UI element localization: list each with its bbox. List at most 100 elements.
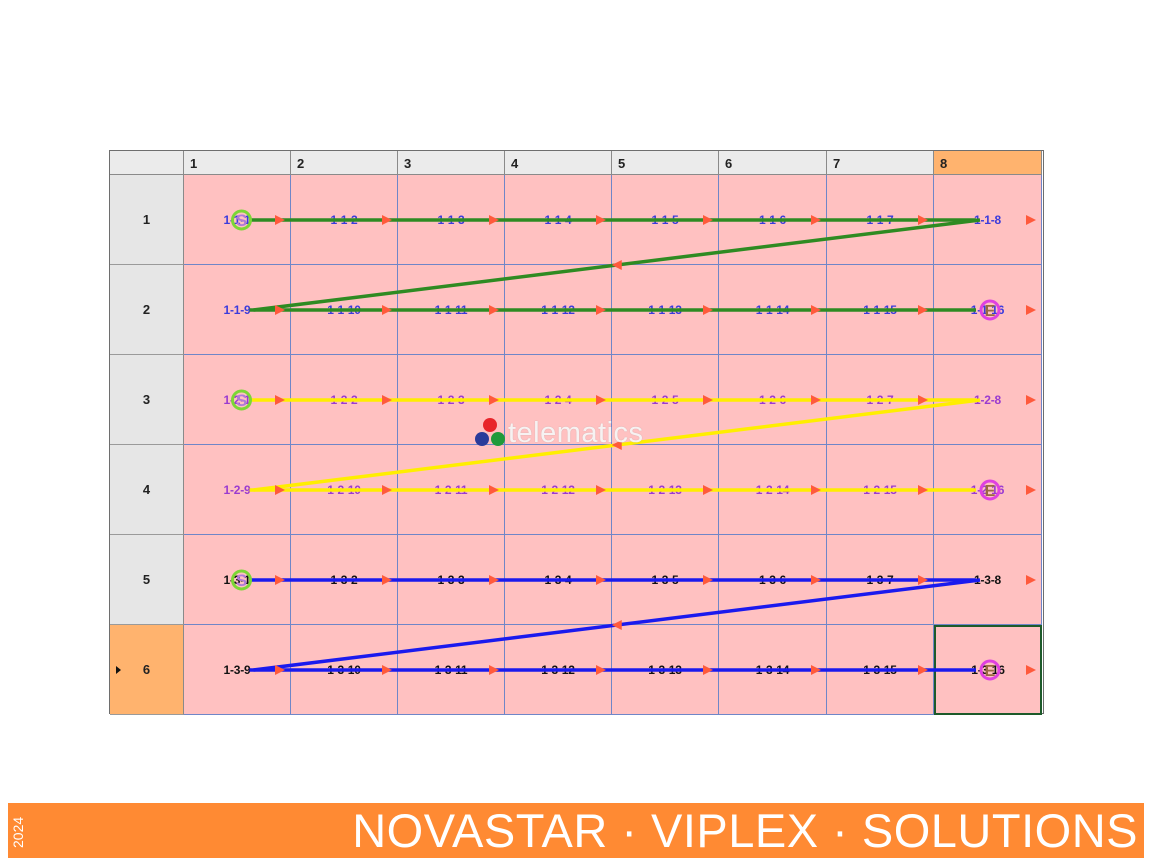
- grid-cell[interactable]: 1-3-8: [934, 535, 1042, 625]
- grid-cell[interactable]: 1-2-10: [291, 445, 398, 535]
- grid-cell[interactable]: 1-1-9: [184, 265, 291, 355]
- receiving-card-label: 1-2-13: [648, 482, 682, 497]
- receiving-card-label: 1-1-12: [541, 302, 575, 317]
- grid-cell[interactable]: 1-2-8: [934, 355, 1042, 445]
- receiving-card-label: 1-2-16: [970, 482, 1005, 497]
- grid-cell[interactable]: 1-2-3: [398, 355, 505, 445]
- footer-banner: 2024 NOVASTAR · VIPLEX · SOLUTIONS: [8, 803, 1144, 858]
- column-header-7[interactable]: 7: [827, 151, 934, 175]
- grid-cell[interactable]: 1-1-5: [612, 175, 719, 265]
- row-header-6[interactable]: 6: [110, 625, 184, 715]
- column-header-2[interactable]: 2: [291, 151, 398, 175]
- grid-cell[interactable]: 1-2-2: [291, 355, 398, 445]
- row-header-5[interactable]: 5: [110, 535, 184, 625]
- receiving-card-label: 1-1-14: [755, 302, 790, 317]
- receiving-card-label: 1-1-2: [330, 212, 358, 227]
- grid-cell[interactable]: 1-3-7: [827, 535, 934, 625]
- receiving-card-label: 1-3-1: [223, 572, 251, 587]
- grid-cell[interactable]: 1-3-9: [184, 625, 291, 715]
- grid-cell[interactable]: 1-1-11: [398, 265, 505, 355]
- grid-cell[interactable]: 1-1-8: [934, 175, 1042, 265]
- receiving-card-label: 1-1-8: [973, 212, 1001, 227]
- grid-cell[interactable]: 1-2-13: [612, 445, 719, 535]
- grid-cell[interactable]: 1-3-3: [398, 535, 505, 625]
- receiving-card-label: 1-1-6: [758, 212, 786, 227]
- grid-cell[interactable]: 1-3-5: [612, 535, 719, 625]
- column-header-5[interactable]: 5: [612, 151, 719, 175]
- receiving-card-label: 1-1-4: [544, 212, 572, 227]
- grid-cell[interactable]: 1-3-16: [934, 625, 1042, 715]
- column-header-3[interactable]: 3: [398, 151, 505, 175]
- grid-cell[interactable]: 1-3-15: [827, 625, 934, 715]
- grid-cell[interactable]: 1-2-5: [612, 355, 719, 445]
- receiving-card-label: 1-3-6: [758, 572, 786, 587]
- receiving-card-label: 1-3-14: [755, 662, 790, 677]
- receiving-card-label: 1-1-15: [863, 302, 897, 317]
- grid-cell[interactable]: 1-2-1: [184, 355, 291, 445]
- receiving-card-label: 1-1-3: [437, 212, 465, 227]
- grid-cell[interactable]: 1-3-12: [505, 625, 612, 715]
- grid-cell[interactable]: 1-1-12: [505, 265, 612, 355]
- receiving-card-label: 1-3-4: [544, 572, 572, 587]
- grid-cell[interactable]: 1-2-16: [934, 445, 1042, 535]
- receiving-card-label: 1-2-6: [758, 392, 786, 407]
- grid-cell[interactable]: 1-2-14: [719, 445, 827, 535]
- receiving-card-label: 1-2-15: [863, 482, 897, 497]
- row-header-label: 2: [142, 302, 151, 317]
- receiving-card-label: 1-1-7: [866, 212, 894, 227]
- receiving-card-label: 1-3-2: [330, 572, 358, 587]
- grid-cell[interactable]: 1-3-14: [719, 625, 827, 715]
- grid-cell[interactable]: 1-2-15: [827, 445, 934, 535]
- grid-cell[interactable]: 1-3-1: [184, 535, 291, 625]
- grid-cell[interactable]: 1-1-7: [827, 175, 934, 265]
- grid-cell[interactable]: 1-1-2: [291, 175, 398, 265]
- row-header-3[interactable]: 3: [110, 355, 184, 445]
- receiving-card-label: 1-1-13: [648, 302, 682, 317]
- receiving-card-label: 1-2-2: [330, 392, 358, 407]
- current-row-indicator-icon: [116, 665, 121, 674]
- receiving-card-label: 1-1-5: [651, 212, 679, 227]
- grid-cell[interactable]: 1-1-14: [719, 265, 827, 355]
- grid-cell[interactable]: 1-3-6: [719, 535, 827, 625]
- grid-cell[interactable]: 1-2-12: [505, 445, 612, 535]
- receiving-card-label: 1-2-1: [223, 392, 251, 407]
- grid-cell[interactable]: 1-3-13: [612, 625, 719, 715]
- grid-cell[interactable]: 1-1-3: [398, 175, 505, 265]
- grid-cell[interactable]: 1-2-6: [719, 355, 827, 445]
- grid-cell[interactable]: 1-2-9: [184, 445, 291, 535]
- receiving-card-label: 1-2-7: [866, 392, 894, 407]
- grid-cell[interactable]: 1-1-15: [827, 265, 934, 355]
- grid-cell[interactable]: 1-3-11: [398, 625, 505, 715]
- receiving-card-label: 1-3-10: [327, 662, 361, 677]
- row-header-label: 5: [142, 572, 151, 587]
- column-header-6[interactable]: 6: [719, 151, 827, 175]
- column-header-8[interactable]: 8: [934, 151, 1042, 175]
- grid-corner: [110, 151, 184, 175]
- grid-cell[interactable]: 1-1-4: [505, 175, 612, 265]
- receiving-card-label: 1-3-16: [971, 663, 1005, 677]
- column-header-1[interactable]: 1: [184, 151, 291, 175]
- column-header-4[interactable]: 4: [505, 151, 612, 175]
- row-header-2[interactable]: 2: [110, 265, 184, 355]
- grid-cell[interactable]: 1-1-13: [612, 265, 719, 355]
- grid-cell[interactable]: 1-3-4: [505, 535, 612, 625]
- grid-cell[interactable]: 1-3-10: [291, 625, 398, 715]
- receiving-card-label: 1-2-11: [434, 482, 468, 497]
- row-header-4[interactable]: 4: [110, 445, 184, 535]
- receiving-card-label: 1-3-12: [541, 662, 575, 677]
- grid-cell[interactable]: 1-1-10: [291, 265, 398, 355]
- receiving-card-label: 1-2-10: [327, 482, 361, 497]
- row-header-1[interactable]: 1: [110, 175, 184, 265]
- receiving-card-label: 1-2-8: [973, 392, 1001, 407]
- receiving-card-label: 1-3-7: [866, 572, 894, 587]
- grid-cell[interactable]: 1-2-11: [398, 445, 505, 535]
- receiving-card-label: 1-2-12: [541, 482, 575, 497]
- grid-cell[interactable]: 1-1-16: [934, 265, 1042, 355]
- row-header-label: 3: [142, 392, 151, 407]
- grid-cell[interactable]: 1-2-7: [827, 355, 934, 445]
- grid-cell[interactable]: 1-2-4: [505, 355, 612, 445]
- grid-cell[interactable]: 1-3-2: [291, 535, 398, 625]
- grid-cell[interactable]: 1-1-1: [184, 175, 291, 265]
- grid-cell[interactable]: 1-1-6: [719, 175, 827, 265]
